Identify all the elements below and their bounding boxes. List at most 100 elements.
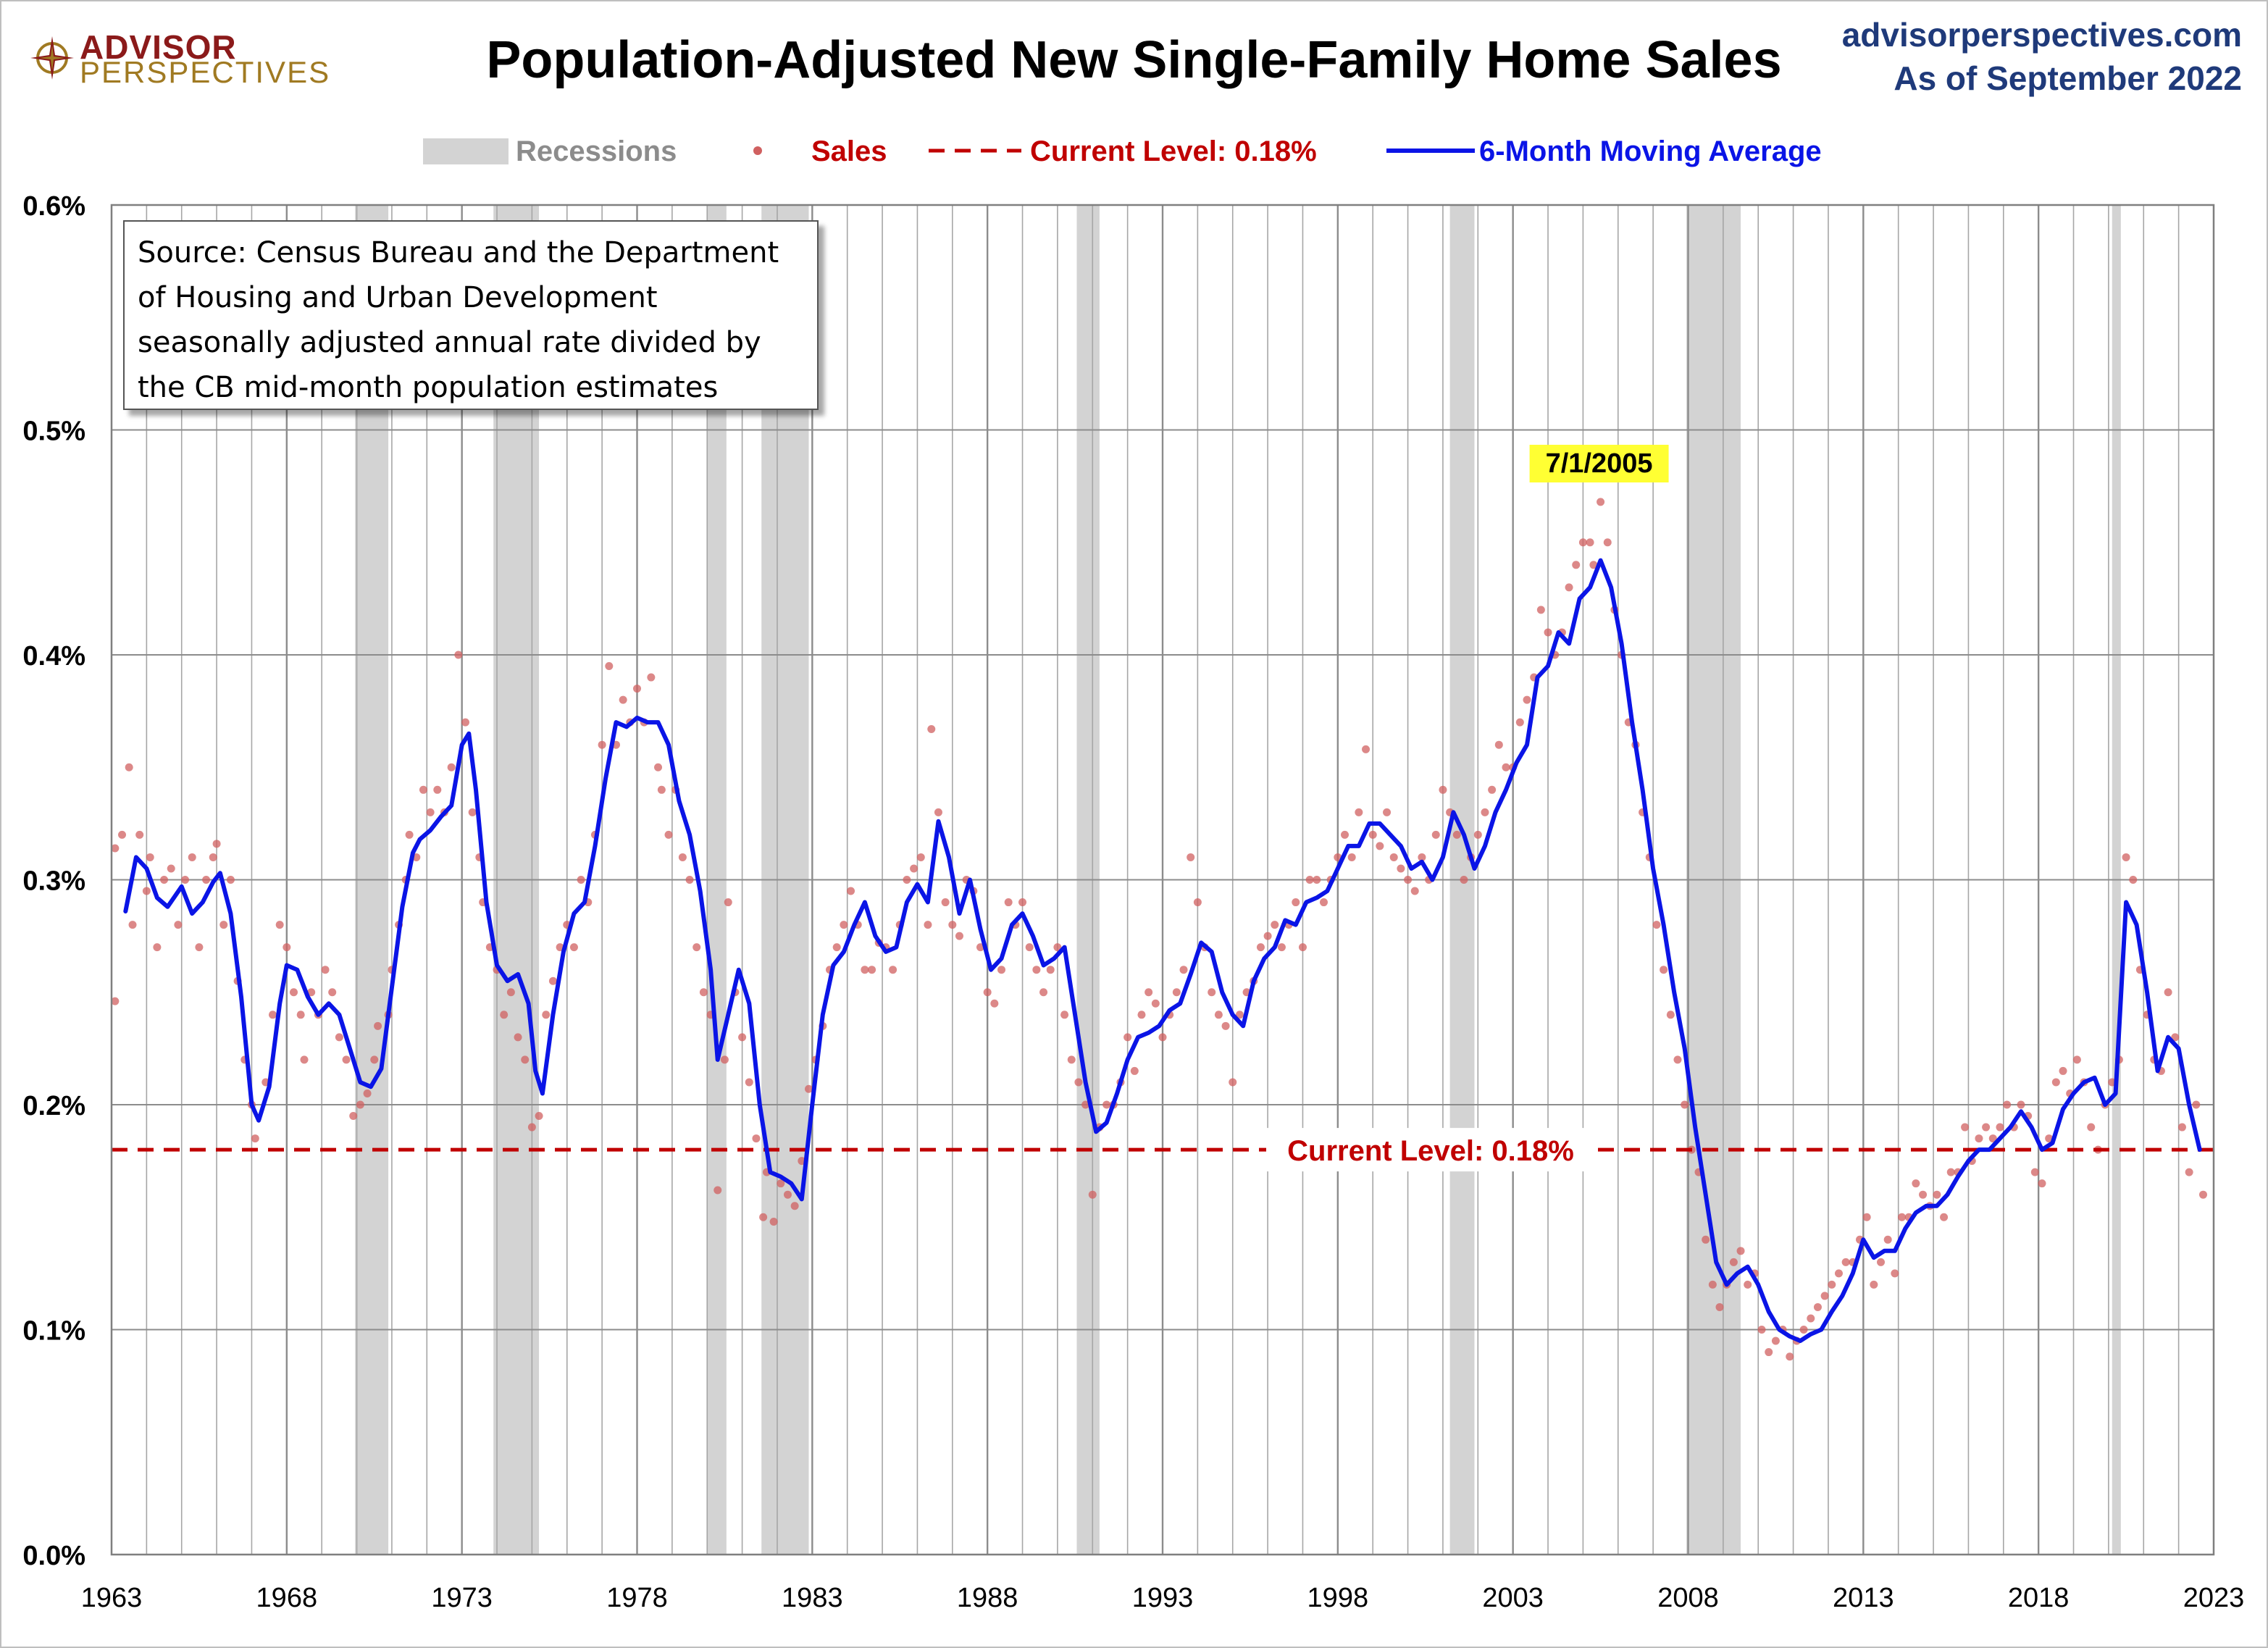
sales-point xyxy=(619,695,627,704)
sales-point xyxy=(1145,988,1153,997)
current-level-label: Current Level: 0.18% xyxy=(1287,1135,1574,1167)
sales-point xyxy=(2164,988,2172,997)
sales-point xyxy=(777,1179,785,1188)
sales-point xyxy=(1389,853,1398,861)
sales-point xyxy=(1221,1021,1230,1030)
sales-point xyxy=(832,943,841,952)
sales-point xyxy=(1578,538,1587,547)
logo-text-bottom: PERSPECTIVES xyxy=(80,55,331,89)
sales-point xyxy=(1383,808,1392,816)
legend-current-label: Current Level: 0.18% xyxy=(1030,135,1317,167)
legend-average-label: 6-Month Moving Average xyxy=(1479,135,1822,167)
sales-point xyxy=(1681,1100,1689,1109)
source-note: Source: Census Bureau and the Department… xyxy=(123,220,819,410)
sales-point xyxy=(990,999,999,1008)
sales-point xyxy=(1898,1213,1907,1221)
sales-point xyxy=(1473,830,1482,839)
sales-point xyxy=(1439,785,1447,794)
sales-point xyxy=(678,853,687,861)
sales-point xyxy=(745,1078,753,1087)
sales-point xyxy=(1292,898,1300,907)
x-tick-label: 2023 xyxy=(2183,1583,2245,1613)
as-of-date: As of September 2022 xyxy=(1894,59,2242,97)
legend-recessions-swatch xyxy=(423,138,509,164)
sales-point xyxy=(2038,1179,2046,1188)
sales-point xyxy=(1214,1011,1223,1019)
sales-point xyxy=(142,887,151,895)
sales-point xyxy=(783,1190,792,1199)
sales-point xyxy=(861,966,869,974)
x-tick-label: 1973 xyxy=(431,1583,493,1613)
sales-point xyxy=(128,921,137,929)
sales-point xyxy=(433,785,442,794)
sales-point xyxy=(1933,1190,1941,1199)
y-axis-ticks: 0.0% 0.1% 0.2% 0.3% 0.4% 0.5% 0.6% xyxy=(22,191,85,1571)
sales-point xyxy=(1088,1190,1097,1199)
sales-point xyxy=(1277,943,1286,952)
x-tick-label: 2013 xyxy=(1833,1583,1894,1613)
sales-point xyxy=(535,1112,543,1121)
sales-point xyxy=(692,943,701,952)
y-tick-label: 0.0% xyxy=(22,1541,85,1571)
sales-point xyxy=(1130,1066,1139,1075)
sales-point xyxy=(500,1011,509,1019)
sales-point xyxy=(1744,1280,1752,1289)
sales-point xyxy=(569,943,578,952)
sales-point xyxy=(916,853,925,861)
sales-point xyxy=(419,785,427,794)
sales-point xyxy=(548,976,557,985)
sales-point xyxy=(927,724,936,733)
sales-point xyxy=(1940,1213,1949,1221)
sales-point xyxy=(1235,1011,1244,1019)
sales-point xyxy=(1137,1011,1146,1019)
sales-point xyxy=(1757,1326,1766,1334)
sales-point xyxy=(1004,898,1013,907)
x-axis-ticks: 1963 1968 1973 1978 1983 1988 1993 1998 2003 2008… xyxy=(81,1583,2245,1613)
y-tick-label: 0.5% xyxy=(22,417,85,447)
sales-point xyxy=(356,1100,364,1109)
legend-sales-label: Sales xyxy=(811,135,887,167)
source-line: seasonally adjusted annual rate divided … xyxy=(138,326,761,359)
sales-point xyxy=(1771,1337,1780,1345)
sales-point xyxy=(1404,876,1413,884)
chart-title: Population-Adjusted New Single-Family Ho… xyxy=(486,31,1782,89)
sales-point xyxy=(1975,1134,1983,1143)
sales-point xyxy=(447,763,456,771)
sales-point xyxy=(948,921,957,929)
sales-point xyxy=(1046,966,1055,974)
sales-point xyxy=(1666,1011,1675,1019)
sales-point xyxy=(296,1011,305,1019)
sales-point xyxy=(903,876,911,884)
sales-point xyxy=(181,876,190,884)
y-tick-label: 0.3% xyxy=(22,866,85,897)
sales-point xyxy=(209,853,217,861)
sales-point xyxy=(1067,1055,1076,1064)
sales-point xyxy=(1410,887,1419,895)
sales-point xyxy=(1807,1314,1815,1323)
sales-point xyxy=(2045,1134,2054,1143)
sales-point xyxy=(2059,1066,2067,1075)
sales-point xyxy=(321,966,330,974)
sales-point xyxy=(1820,1292,1829,1300)
sales-point xyxy=(1736,1247,1745,1255)
sales-point xyxy=(1494,740,1503,749)
legend-sales-marker xyxy=(753,146,762,155)
sales-point xyxy=(2030,1168,2039,1176)
sales-point xyxy=(1597,498,1605,506)
sales-point xyxy=(804,1084,813,1093)
sales-point xyxy=(2087,1123,2096,1132)
sales-point xyxy=(1039,988,1048,997)
sales-point xyxy=(1891,1269,1899,1278)
peak-label-bg xyxy=(1529,445,1669,482)
sales-point xyxy=(118,830,127,839)
sales-point xyxy=(1828,1280,1836,1289)
site-url[interactable]: advisorperspectives.com xyxy=(1841,16,2242,54)
sales-point xyxy=(1418,853,1426,861)
sales-dots xyxy=(111,498,2207,1361)
sales-point xyxy=(1708,1280,1717,1289)
sales-point xyxy=(226,876,235,884)
sales-point xyxy=(300,1055,309,1064)
sales-point xyxy=(1799,1326,1808,1334)
gridlines xyxy=(112,204,2214,1555)
